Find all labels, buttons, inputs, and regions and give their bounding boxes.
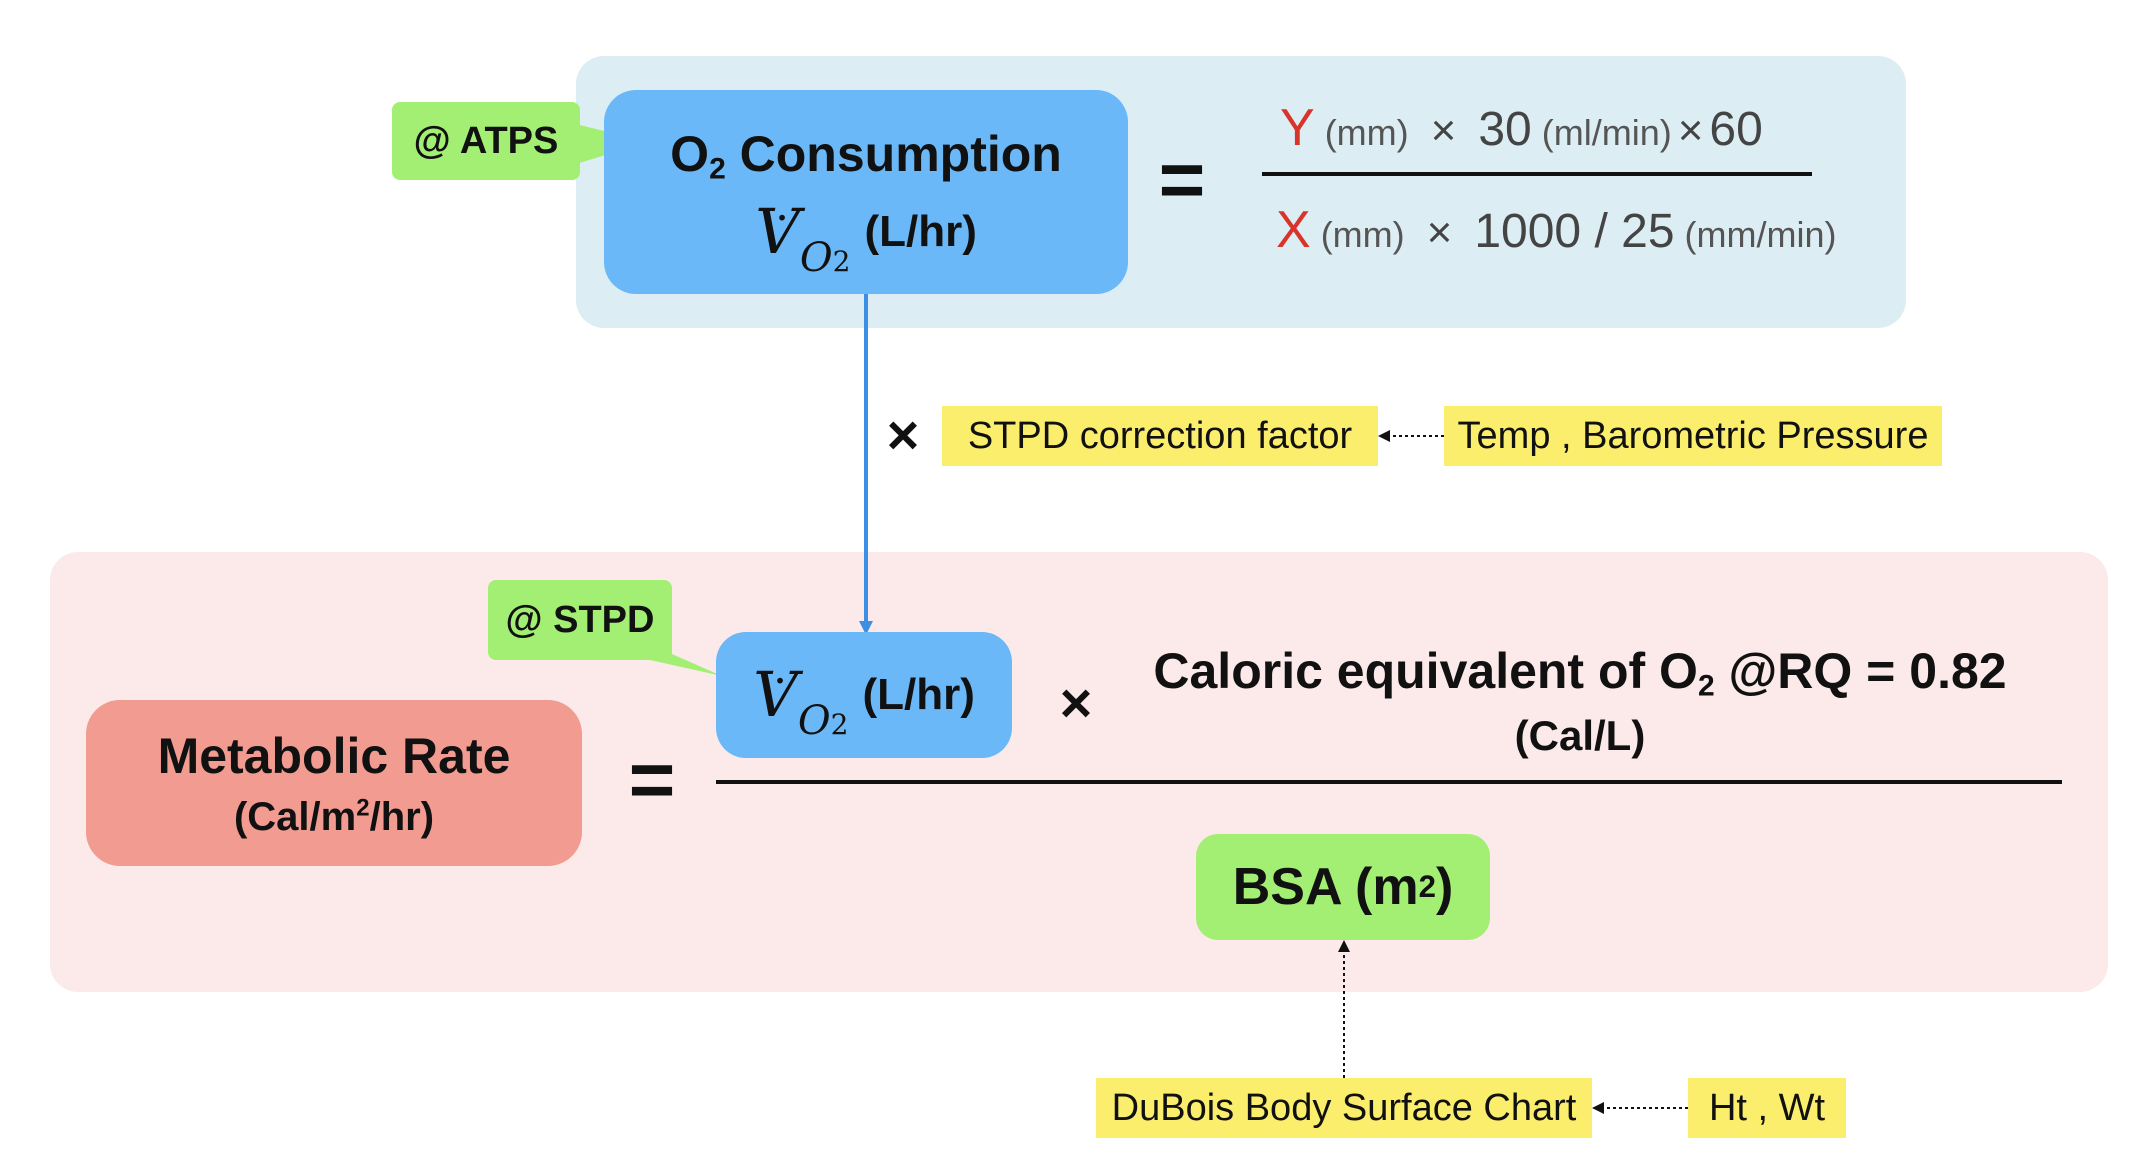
o2-consumption-box: O2 Consumption · V O2 (L/hr) (604, 90, 1128, 294)
o2-title-rest: Consumption (725, 126, 1062, 183)
bsa-text-a: BSA (m (1232, 858, 1419, 916)
vo2-stpd-subscript: O2 (798, 698, 849, 744)
metabolic-unit-sup: 2 (356, 794, 370, 822)
vo2-expression: · V O2 (L/hr) (755, 196, 977, 281)
stpd-times-sign: × (886, 402, 920, 466)
caloric-text-b: @RQ = 0.82 (1714, 643, 2007, 699)
atps-tag: @ ATPS (392, 102, 580, 180)
vo2-stpd-dot: · (773, 656, 788, 707)
vo2-dot: · (775, 192, 790, 244)
vo2-stpd-expression: · V O2 (L/hr) (753, 660, 975, 745)
vo2-stpd-box: · V O2 (L/hr) (716, 632, 1012, 758)
denominator-x: X (1276, 201, 1311, 259)
metabolic-unit-b: /hr) (369, 794, 435, 839)
vo2-symbol: · V (755, 196, 800, 263)
vo2-stpd-v: V (753, 658, 798, 731)
caloric-line-2: (Cal/L) (1514, 711, 1646, 759)
vo2-sub-o: O (799, 234, 833, 281)
caloric-line-1: Caloric equivalent of O2 @RQ = 0.82 (1153, 642, 2006, 704)
numerator-value-unit: (ml/min) (1541, 112, 1672, 153)
numerator-y-unit: (mm) (1324, 112, 1409, 153)
stpd-tag: @ STPD (488, 580, 672, 660)
bottom-equals-sign: = (628, 735, 676, 824)
caloric-equivalent: Caloric equivalent of O2 @RQ = 0.82 (Cal… (1120, 642, 2040, 760)
denominator-value: 1000 / 25 (1474, 205, 1675, 258)
top-equals-sign: = (1158, 135, 1206, 224)
dubois-chart-tag: DuBois Body Surface Chart (1096, 1078, 1592, 1138)
vo2-stpd-symbol: · V (753, 660, 798, 726)
o2-title-subscript: 2 (709, 152, 726, 186)
denominator-times: × (1426, 208, 1453, 257)
metabolic-unit-a: (Cal/m (233, 794, 357, 839)
bottom-fraction-bar (716, 780, 2062, 784)
ht-wt-tag: Ht , Wt (1688, 1078, 1846, 1138)
denominator-value-unit: (mm/min) (1684, 214, 1837, 255)
vo2-unit: (L/hr) (864, 206, 977, 256)
numerator-times-2: × (1677, 106, 1704, 155)
stpd-correction-factor: STPD correction factor (942, 406, 1378, 466)
denominator: X (mm) × 1000 / 25 (mm/min) (1276, 200, 1837, 260)
caloric-times-sign: × (1059, 670, 1093, 734)
caloric-text-a: Caloric equivalent of O (1153, 643, 1698, 699)
metabolic-rate-title: Metabolic Rate (157, 727, 511, 784)
o2-consumption-title: O2 Consumption (670, 125, 1062, 187)
vo2-v: V (755, 194, 800, 268)
numerator: Y (mm) × 30 (ml/min) × 60 (1280, 98, 1763, 158)
metabolic-rate-unit: (Cal/m2/hr) (234, 795, 434, 840)
numerator-factor: 60 (1709, 103, 1763, 156)
numerator-y: Y (1280, 99, 1315, 157)
vo2-sub-2: 2 (832, 244, 851, 278)
vo2-subscript: O2 (800, 235, 851, 281)
o2-title-o: O (670, 126, 710, 183)
caloric-subscript: 2 (1697, 669, 1715, 703)
vo2-stpd-unit: (L/hr) (862, 670, 975, 719)
bsa-text-b: ) (1435, 858, 1454, 916)
vo2-stpd-sub-2: 2 (830, 708, 849, 741)
metabolic-rate-box: Metabolic Rate (Cal/m2/hr) (86, 700, 582, 866)
temp-pressure-tag: Temp , Barometric Pressure (1444, 406, 1942, 466)
top-fraction-bar (1262, 172, 1812, 176)
bsa-box: BSA (m 2) (1196, 834, 1490, 940)
numerator-times: × (1430, 106, 1457, 155)
denominator-x-unit: (mm) (1320, 214, 1405, 255)
vo2-stpd-sub-o: O (797, 698, 831, 744)
numerator-value: 30 (1478, 103, 1532, 156)
